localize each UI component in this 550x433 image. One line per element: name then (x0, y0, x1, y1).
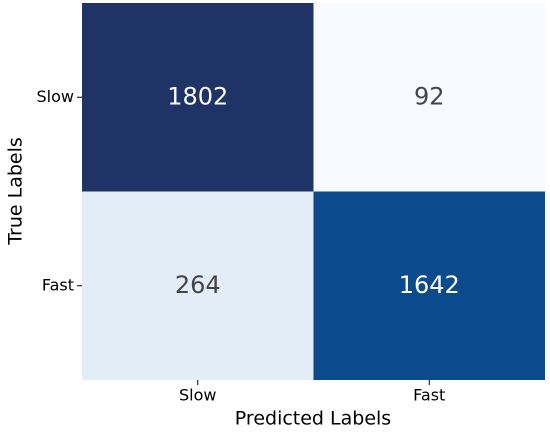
x-tick-label: Slow (179, 386, 216, 405)
y-axis-label: True Labels (5, 137, 27, 246)
y-tick-label: Fast (42, 275, 74, 294)
x-axis-label: Predicted Labels (235, 408, 391, 430)
cell-label: 1642 (399, 271, 460, 299)
heatmap-cell (313, 191, 545, 380)
heatmap-cell (82, 191, 314, 380)
cell-label: 92 (414, 82, 445, 110)
y-tick-label: Slow (37, 87, 74, 106)
x-tick-label: Fast (413, 386, 445, 405)
heatmap-cell (82, 3, 314, 192)
cell-label: 1802 (167, 82, 228, 110)
cell-label: 264 (175, 271, 221, 299)
heatmap-cell (313, 3, 545, 192)
